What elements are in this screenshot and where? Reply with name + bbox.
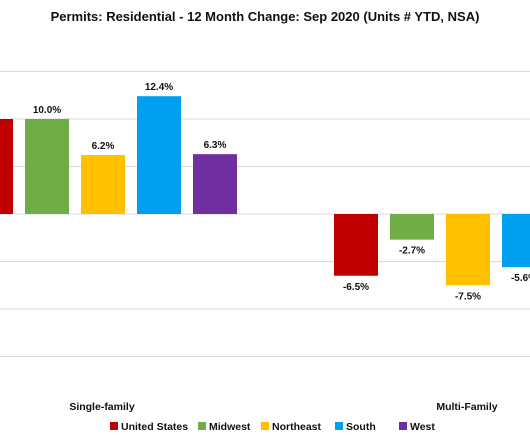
data-label: -6.5%	[343, 282, 369, 293]
chart-title: Permits: Residential - 12 Month Change: …	[51, 9, 480, 24]
bar-united-states-single-family	[0, 119, 13, 214]
legend-swatch	[110, 422, 118, 430]
legend-swatch	[261, 422, 269, 430]
category-label: Multi-Family	[436, 401, 497, 413]
data-label: -7.5%	[455, 291, 481, 302]
legend-swatch	[399, 422, 407, 430]
data-label: -2.7%	[399, 246, 425, 257]
legend-entry: West	[410, 421, 435, 433]
legend-entry: South	[346, 421, 376, 433]
category-labels: Single-family Multi-Family	[69, 401, 497, 413]
category-label: Single-family	[69, 401, 135, 413]
data-label: -5.6%	[511, 273, 530, 284]
legend-entry: United States	[121, 421, 188, 433]
legend: United States Midwest Northeast South West	[110, 421, 435, 433]
legend-entry: Midwest	[209, 421, 251, 433]
legend-entry: Northeast	[272, 421, 322, 433]
bar-midwest-single-family	[25, 119, 69, 214]
bar-northeast-multi-family	[446, 214, 490, 286]
bars	[0, 96, 530, 286]
bar-south-single-family	[137, 96, 181, 214]
bar-south-multi-family	[502, 214, 530, 268]
legend-swatch	[335, 422, 343, 430]
bar-united-states-multi-family	[334, 214, 378, 276]
data-label: 6.2%	[92, 141, 115, 152]
data-labels: -6.5% 10.0% -2.7% 6.2% -7.5% 12.4% -5.6% 6.3%	[33, 82, 530, 302]
data-label: 6.3%	[204, 140, 227, 151]
bar-west-single-family	[193, 154, 237, 214]
bar-northeast-single-family	[81, 155, 125, 214]
data-label: 12.4%	[145, 82, 173, 93]
bar-midwest-multi-family	[390, 214, 434, 240]
legend-swatch	[198, 422, 206, 430]
data-label: 10.0%	[33, 105, 61, 116]
